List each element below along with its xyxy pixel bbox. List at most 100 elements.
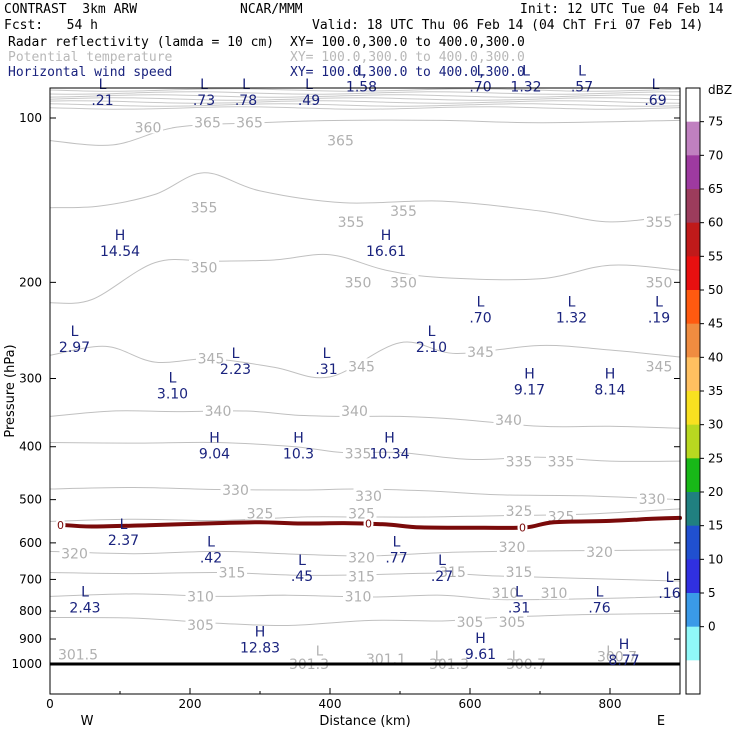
theta-label: 310 — [187, 589, 214, 605]
wind-extremum-value: 1.32 — [510, 79, 541, 95]
theta-label-bg — [245, 505, 275, 520]
theta-label-bg — [133, 119, 163, 134]
theta-label-bg — [455, 613, 485, 628]
colorbar-label: 75 — [708, 115, 723, 129]
theta-label-bg — [189, 259, 219, 274]
colorbar-label: 40 — [708, 350, 723, 364]
colorbar-label: 45 — [708, 317, 723, 331]
theta-label-bg — [465, 343, 496, 358]
wind-extremum-type: L — [666, 570, 674, 586]
theta-label-bg — [192, 114, 223, 129]
wind-extremum-type: L — [169, 370, 177, 386]
wind-extremum-value: 2.97 — [59, 340, 90, 356]
theta-label-bg — [346, 505, 377, 520]
theta-label: 300.7 — [597, 649, 637, 665]
wind-extremum-type: H — [524, 366, 535, 382]
theta-label: 355 — [646, 215, 673, 231]
colorbar-label: 55 — [708, 249, 723, 263]
wind-extremum-value: .70 — [469, 310, 491, 326]
theta-label-bg — [388, 274, 419, 289]
theta-label: 350 — [646, 275, 673, 291]
wind-extremum-value: .45 — [291, 569, 313, 585]
wind-extremum-value: .16 — [658, 586, 680, 602]
colorbar-label: 65 — [708, 182, 723, 196]
theta-contour-360 — [49, 119, 681, 146]
y-tick-label: 800 — [19, 604, 42, 618]
colorbar-segment — [686, 222, 700, 257]
wind-extremum-type: L — [207, 535, 215, 551]
x-tick-label: 200 — [179, 697, 202, 711]
theta-label-bg — [493, 411, 524, 426]
theta-label: 345 — [348, 359, 375, 375]
freezing-label-bg — [55, 517, 66, 532]
theta-label-bg — [217, 564, 247, 579]
theta-label: 320 — [499, 540, 526, 556]
theta-label: 310 — [345, 590, 372, 606]
y-tick-label: 1000 — [11, 657, 42, 671]
theta-label: 315 — [219, 566, 246, 582]
theta-label: 301.1 — [366, 652, 406, 668]
colorbar-segment — [686, 424, 700, 459]
theta-label-bg — [196, 350, 226, 365]
theta-label: 345 — [467, 345, 494, 361]
colorbar-label: 5 — [708, 586, 716, 600]
theta-label-bg — [346, 549, 377, 564]
wind-extremum-value: .78 — [235, 93, 257, 109]
wind-extremum-value: 2.10 — [416, 340, 447, 356]
field-wind-xy: XY= 100.0,300.0 to 400.0,300.0 — [290, 65, 525, 80]
colorbar-unit: dBZ — [708, 83, 732, 97]
wind-extremum-value: 2.37 — [108, 533, 139, 549]
wind-extremum-type: L — [522, 63, 530, 79]
theta-label-bg — [504, 502, 534, 517]
wind-extremum-value: .19 — [648, 310, 670, 326]
wind-extremum-type: L — [655, 294, 663, 310]
colorbar-segment — [686, 88, 700, 123]
wind-extremum-value: .21 — [91, 93, 113, 109]
y-tick-label: 300 — [19, 372, 42, 386]
wind-extremum-value: 9.17 — [514, 382, 545, 398]
theta-label: 330 — [639, 492, 666, 508]
colorbar-segment — [686, 256, 700, 291]
wind-extremum-type: L — [298, 553, 306, 569]
wind-extremum-value: 2.23 — [220, 362, 251, 378]
theta-label: 365 — [236, 116, 263, 132]
center-label: NCAR/MMM — [240, 2, 303, 17]
colorbar-segment — [686, 458, 700, 493]
theta-label-bg — [497, 613, 527, 628]
wind-extremum-type: L — [120, 517, 128, 533]
x-tick-label: 600 — [459, 697, 482, 711]
theta-label-bg — [504, 563, 534, 578]
wind-extremum-value: 14.54 — [100, 244, 140, 260]
theta-label-bg — [437, 563, 468, 578]
freezing-level: 0 0 0 — [50, 515, 682, 666]
theta-label: 360 — [135, 120, 162, 136]
wind-extremum-value: .49 — [298, 93, 320, 109]
wind-extremum-value: 9.61 — [465, 647, 496, 663]
theta-label: 350 — [345, 275, 372, 291]
theta-label-bg — [189, 199, 219, 214]
wind-extremum-value: 1.32 — [556, 310, 587, 326]
theta-marker: L — [606, 645, 614, 660]
wind-extremum-type: L — [428, 324, 436, 340]
wind-extremum-type: L — [305, 77, 313, 93]
colorbar-segment — [686, 323, 700, 358]
theta-label: 340 — [205, 404, 232, 420]
wind-extremum-value: .57 — [571, 79, 593, 95]
wind-extremum-value: .31 — [508, 600, 530, 616]
wind-extremum-type: H — [384, 431, 395, 447]
field-theta-name: Potential temperature — [8, 50, 173, 65]
theta-label: 350 — [390, 275, 417, 291]
wind-extremum-type: L — [568, 294, 576, 310]
theta-label-bg — [546, 453, 576, 468]
theta-label-bg — [497, 539, 527, 554]
colorbar-label: 10 — [708, 552, 723, 566]
theta-contour-upper — [49, 100, 681, 104]
init-time: Init: 12 UTC Tue 04 Feb 14 — [520, 2, 724, 17]
theta-label-bg — [59, 545, 90, 560]
theta-label-bg — [343, 445, 373, 460]
wind-extremum-value: 10.3 — [283, 447, 314, 463]
colorbar-label: 25 — [708, 451, 723, 465]
y-axis-label: Pressure (hPa) — [3, 344, 18, 437]
